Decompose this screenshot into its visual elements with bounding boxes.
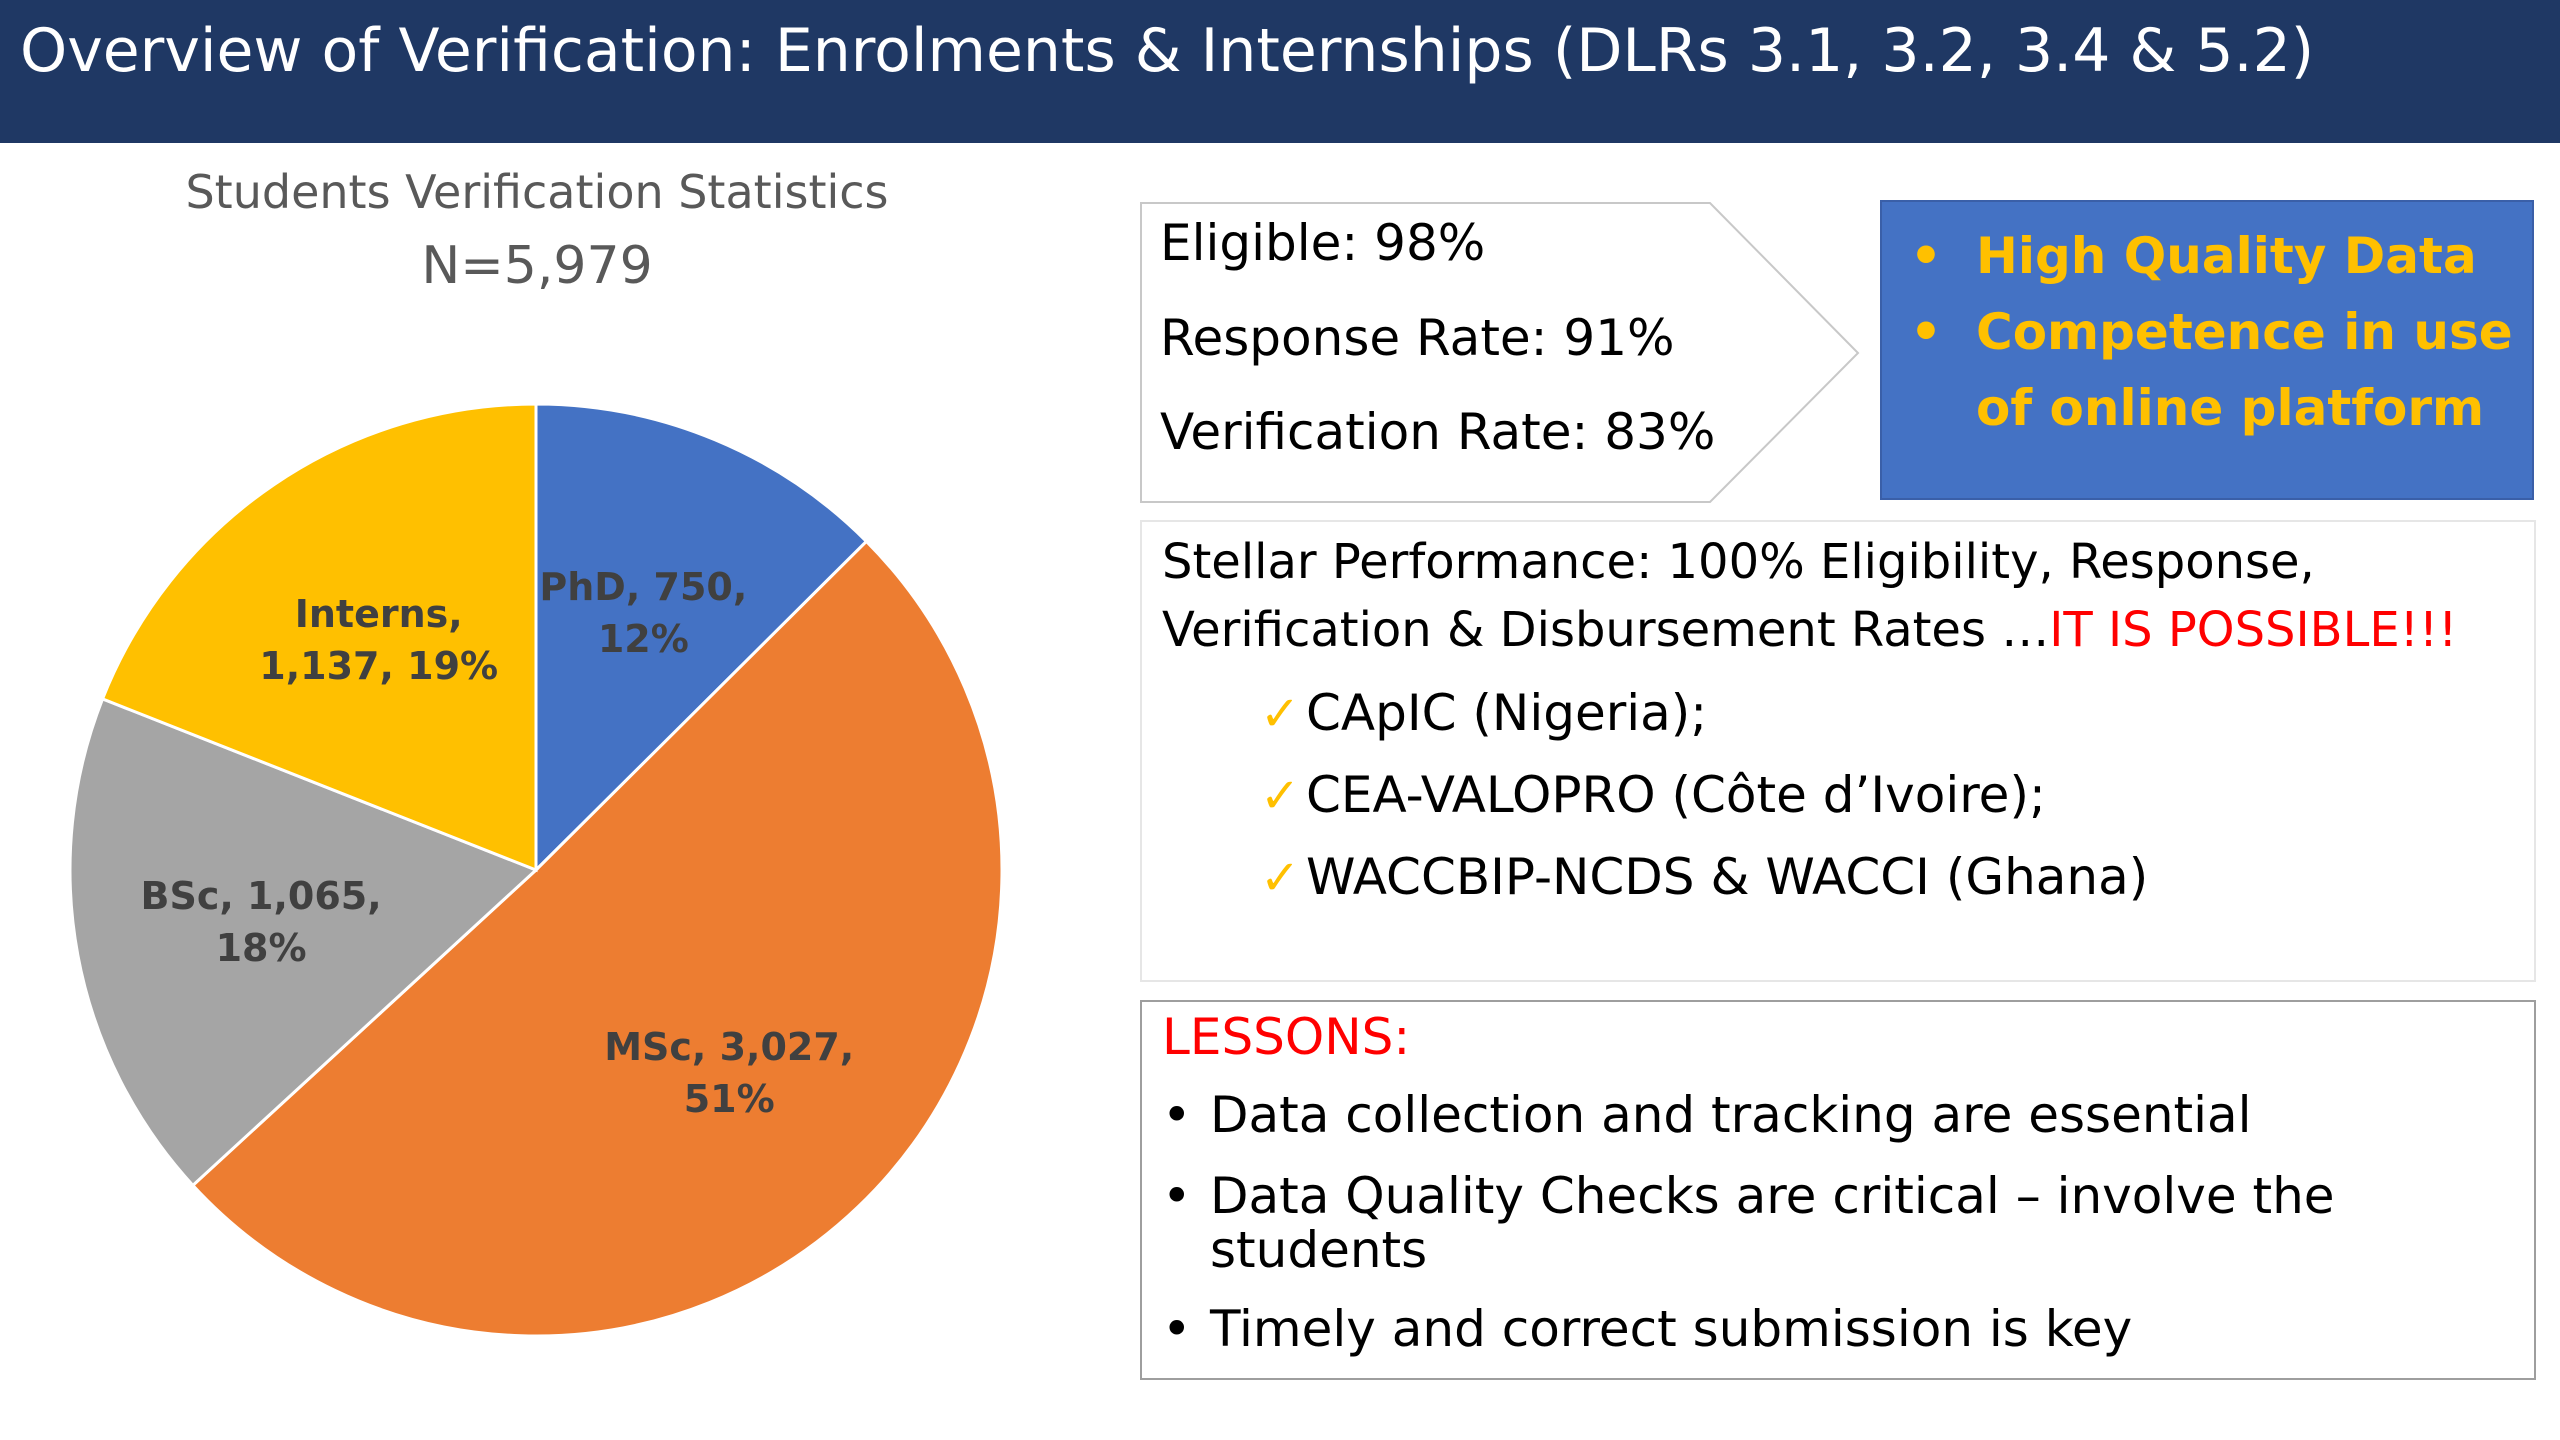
lesson-text: Data collection and tracking are essenti… bbox=[1210, 1086, 2252, 1144]
checkmark-icon: ✓ bbox=[1260, 768, 1301, 824]
checkmark-icon: ✓ bbox=[1260, 850, 1301, 906]
list-item-label: CEA-VALOPRO (Côte d’Ivoire); bbox=[1306, 766, 2046, 824]
lesson-item: • Timely and correct submission is key bbox=[1162, 1300, 2132, 1358]
quality-item-continuation: of online platform bbox=[1976, 379, 2485, 437]
stellar-line-1: Stellar Performance: 100% Eligibility, R… bbox=[1162, 534, 2315, 590]
data-label-bsc: BSc, 1,065, 18% bbox=[141, 874, 382, 970]
callout-arrow-shape bbox=[1140, 202, 1860, 503]
bullet-icon: • bbox=[1162, 1086, 1192, 1144]
possible-callout: IT IS POSSIBLE!!! bbox=[2049, 602, 2458, 658]
list-item: ✓ WACCBIP-NCDS & WACCI (Ghana) bbox=[1260, 848, 2148, 906]
eligible-rate: Eligible: 98% bbox=[1160, 214, 1486, 272]
lessons-box: LESSONS: • Data collection and tracking a… bbox=[1140, 1000, 2536, 1380]
verification-rate: Verification Rate: 83% bbox=[1160, 403, 1716, 461]
title-bar: Overview of Verification: Enrolments & I… bbox=[0, 0, 2560, 143]
lessons-title: LESSONS: bbox=[1162, 1008, 1411, 1066]
pie-chart: PhD, 750, 12% MSc, 3,027, 51% BSc, 1,065, 18%… bbox=[68, 402, 1004, 1338]
chart-title: Students Verification Statistics bbox=[185, 165, 889, 219]
quality-box: • High Quality Data • Competence in use of… bbox=[1880, 200, 2534, 500]
lesson-item: • Data collection and tracking are essent… bbox=[1162, 1086, 2252, 1144]
rates-callout: Eligible: 98% Response Rate: 91% Verific… bbox=[1140, 202, 1860, 504]
bullet-icon: • bbox=[1910, 227, 1942, 285]
bullet-icon: • bbox=[1162, 1300, 1192, 1358]
lesson-text: Timely and correct submission is key bbox=[1210, 1300, 2133, 1358]
quality-item-label: Competence in use bbox=[1976, 303, 2513, 361]
list-item-label: CApIC (Nigeria); bbox=[1306, 684, 1708, 742]
stellar-line-2: Verification & Disbursement Rates …IT IS… bbox=[1162, 602, 2457, 658]
list-item: ✓ CEA-VALOPRO (Côte d’Ivoire); bbox=[1260, 766, 2046, 824]
bullet-icon: • bbox=[1910, 303, 1942, 361]
lesson-text: Data Quality Checks are critical – invol… bbox=[1210, 1167, 2335, 1225]
pie-slice-phd bbox=[534, 402, 869, 874]
data-label-interns: Interns, 1,137, 19% bbox=[259, 592, 498, 688]
lesson-text-continuation: students bbox=[1210, 1221, 1428, 1279]
checkmark-icon: ✓ bbox=[1260, 686, 1301, 742]
quality-item: • High Quality Data bbox=[1910, 218, 2477, 294]
list-item: ✓ CApIC (Nigeria); bbox=[1260, 684, 1707, 742]
lesson-item: • Data Quality Checks are critical – invo… bbox=[1162, 1167, 2335, 1279]
bullet-icon: • bbox=[1162, 1167, 1192, 1225]
pie-slice-bsc bbox=[68, 696, 539, 1188]
data-label-phd: PhD, 750, 12% bbox=[539, 565, 747, 661]
data-label-msc: MSc, 3,027, 51% bbox=[604, 1025, 854, 1121]
slide-title: Overview of Verification: Enrolments & I… bbox=[20, 16, 2315, 86]
response-rate: Response Rate: 91% bbox=[1160, 309, 1675, 367]
quality-item-label: High Quality Data bbox=[1976, 227, 2477, 285]
pie-slice-interns bbox=[100, 402, 538, 873]
pie-slice-msc bbox=[190, 539, 1004, 1338]
list-item-label: WACCBIP-NCDS & WACCI (Ghana) bbox=[1306, 848, 2149, 906]
stellar-performance-box: Stellar Performance: 100% Eligibility, R… bbox=[1140, 520, 2536, 982]
stellar-line-2-text: Verification & Disbursement Rates … bbox=[1162, 602, 2050, 658]
quality-item: • Competence in use bbox=[1910, 294, 2513, 370]
chart-subtitle: N=5,979 bbox=[421, 236, 653, 296]
